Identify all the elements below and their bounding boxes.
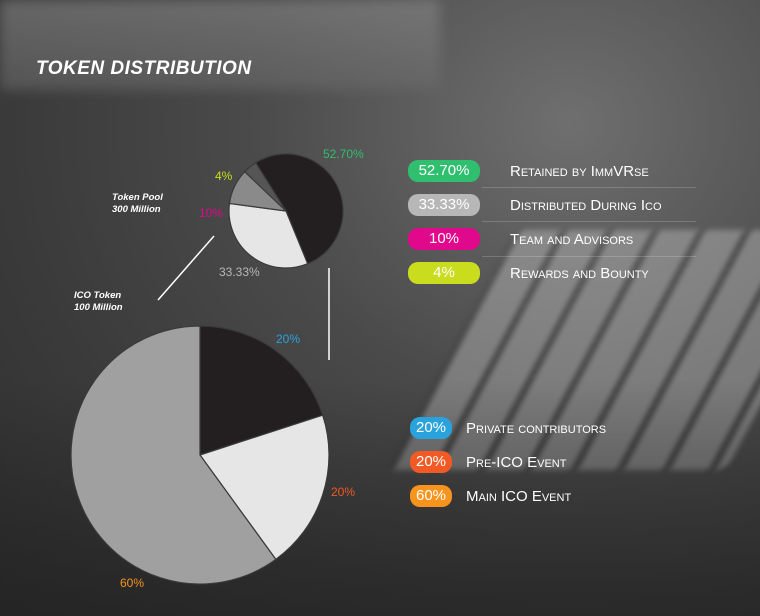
legend-item: 52.70% Retained by ImmVRse (408, 154, 662, 188)
ico-token-caption: ICO Token 100 Million (74, 290, 123, 314)
slice-value-label: 10% (199, 206, 223, 220)
legend-badge: 20% (410, 451, 452, 473)
slice-value-label: 20% (331, 485, 355, 499)
pie-slice (199, 325, 324, 456)
slice-value-label: 52.70% (323, 147, 364, 161)
legend-divider (482, 221, 696, 222)
ico-token-title: ICO Token (74, 290, 122, 301)
legend-badge: 33.33% (408, 194, 480, 216)
background-monitor (0, 0, 440, 90)
pie-slice (70, 325, 277, 585)
slice-value-label: 4% (215, 169, 233, 183)
pie-slice (254, 153, 344, 265)
slice-value-label: 33.33% (219, 265, 260, 279)
page-title: TOKEN DISTRIBUTION (36, 58, 252, 79)
slice-value-label: 20% (276, 332, 300, 346)
legend-label: Team and Advisors (510, 230, 634, 248)
token-pool-pie: 52.70% 33.33% 10% 4% (199, 147, 364, 279)
legend-badge: 52.70% (408, 160, 480, 182)
legend-item: 33.33% Distributed During Ico (408, 188, 662, 222)
slice-value-label: 60% (120, 576, 144, 590)
legend-label: Rewards and Bounty (510, 264, 649, 282)
ico-token-pie: 20% 20% 60% (70, 325, 355, 590)
token-pool-title: Token Pool (112, 192, 163, 203)
legend-badge: 20% (410, 417, 452, 439)
legend-badge: 10% (408, 228, 480, 250)
legend-label: Pre-ICO Event (466, 453, 567, 471)
token-pool-caption: Token Pool 300 Million (112, 192, 163, 216)
ico-token-legend: 20% Private contributors 20% Pre-ICO Eve… (410, 411, 606, 513)
legend-item: 20% Pre-ICO Event (410, 445, 606, 479)
legend-badge: 4% (408, 262, 480, 284)
legend-item: 60% Main ICO Event (410, 479, 606, 513)
ico-token-subtitle: 100 Million (74, 302, 123, 313)
legend-label: Private contributors (466, 419, 607, 437)
pie-slice (228, 202, 309, 269)
legend-item: 4% Rewards and Bounty (408, 256, 662, 290)
legend-label: Main ICO Event (466, 487, 572, 505)
legend-label: Distributed During Ico (510, 196, 662, 214)
token-pool-legend: 52.70% Retained by ImmVRse 33.33% Distri… (408, 154, 662, 290)
legend-item: 20% Private contributors (410, 411, 606, 445)
legend-divider (482, 256, 696, 257)
legend-item: 10% Team and Advisors (408, 222, 662, 256)
legend-badge: 60% (410, 485, 452, 507)
token-pool-subtitle: 300 Million (112, 204, 161, 215)
legend-label: Retained by ImmVRse (510, 162, 649, 180)
pie-slice (243, 161, 287, 212)
connector-line-left (157, 235, 215, 301)
pie-slice (199, 414, 330, 561)
legend-divider (482, 187, 696, 188)
